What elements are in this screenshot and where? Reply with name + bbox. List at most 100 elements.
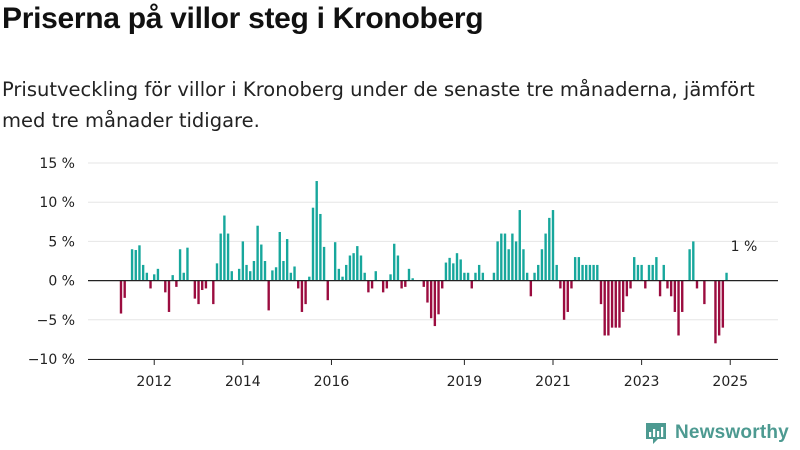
bar <box>655 257 658 281</box>
bar <box>695 280 699 289</box>
bar <box>481 272 485 281</box>
bar <box>570 280 573 289</box>
bar <box>511 233 514 281</box>
bar <box>178 249 182 281</box>
bar <box>651 264 654 281</box>
bar <box>681 280 684 312</box>
bar <box>352 253 355 281</box>
bar <box>411 278 414 281</box>
bar <box>703 280 706 305</box>
bar <box>167 280 171 312</box>
x-tick-label: 2019 <box>447 374 483 390</box>
bar <box>566 280 569 312</box>
bar <box>282 261 285 281</box>
bar <box>629 280 632 289</box>
bar <box>141 264 145 281</box>
bar <box>145 272 149 281</box>
axes <box>88 279 778 365</box>
bar <box>393 243 396 281</box>
bar <box>673 280 677 312</box>
bar <box>548 217 551 281</box>
bar <box>422 280 425 287</box>
bar <box>389 274 392 281</box>
bar <box>237 268 241 281</box>
bar <box>426 280 429 303</box>
bar <box>322 246 326 281</box>
bar <box>644 280 647 289</box>
bar <box>119 280 123 314</box>
bar <box>577 257 581 281</box>
bar <box>201 280 204 291</box>
bar <box>500 233 503 281</box>
bar <box>204 280 208 289</box>
bar <box>585 264 588 281</box>
bar <box>252 261 256 281</box>
bar <box>171 275 174 281</box>
y-tick-label: 15 % <box>39 156 75 172</box>
bar <box>533 272 536 281</box>
bar <box>522 249 525 281</box>
tick-labels: −10 % −5 % 0 % 5 % 10 % 15 % 2012 2014 2016 2019 2… <box>28 156 748 390</box>
x-tick-label: 2023 <box>624 374 660 390</box>
bar <box>156 268 160 281</box>
bar <box>496 241 499 281</box>
bar <box>507 249 510 281</box>
bar <box>182 272 185 281</box>
bar <box>525 272 529 281</box>
bar <box>492 272 496 281</box>
bar <box>304 280 307 305</box>
bar <box>348 255 352 281</box>
bar <box>503 233 507 281</box>
y-tick-label: 5 % <box>48 234 75 250</box>
bar <box>714 280 717 344</box>
bar <box>337 268 341 281</box>
bar <box>289 272 293 281</box>
bar <box>134 250 137 281</box>
bar <box>666 280 669 289</box>
bar <box>249 271 252 281</box>
bar <box>138 245 141 281</box>
bar <box>603 280 606 336</box>
bar <box>607 280 610 336</box>
bar <box>130 249 134 281</box>
bar <box>581 264 584 281</box>
bar <box>633 257 636 281</box>
bar <box>274 267 278 281</box>
bar <box>359 255 363 281</box>
bar <box>477 264 481 281</box>
bar <box>345 264 348 281</box>
bar <box>193 280 197 299</box>
bar <box>562 280 566 320</box>
bar <box>529 280 533 297</box>
bar <box>540 249 544 281</box>
bar <box>319 213 322 281</box>
bar <box>721 280 725 328</box>
bar <box>223 215 226 281</box>
bar <box>544 233 547 281</box>
bar <box>175 280 178 287</box>
bar <box>186 247 189 281</box>
bar <box>311 207 315 281</box>
bar <box>297 280 300 289</box>
grid-lines <box>88 162 778 360</box>
bar <box>300 280 304 312</box>
bar <box>688 249 691 281</box>
bar <box>149 280 152 289</box>
bar <box>452 263 455 281</box>
bar <box>625 280 629 297</box>
bar <box>474 272 477 281</box>
bar <box>599 280 603 305</box>
bar <box>647 264 651 281</box>
bar <box>278 231 281 281</box>
bar <box>692 241 695 281</box>
bar <box>588 264 592 281</box>
bar <box>596 264 599 281</box>
y-tick-label: 0 % <box>48 274 75 290</box>
bar <box>592 264 595 281</box>
bar <box>212 280 215 305</box>
bar <box>315 181 318 281</box>
bar <box>669 280 673 297</box>
bar <box>518 210 521 281</box>
bar <box>219 233 222 281</box>
bar <box>285 239 289 281</box>
